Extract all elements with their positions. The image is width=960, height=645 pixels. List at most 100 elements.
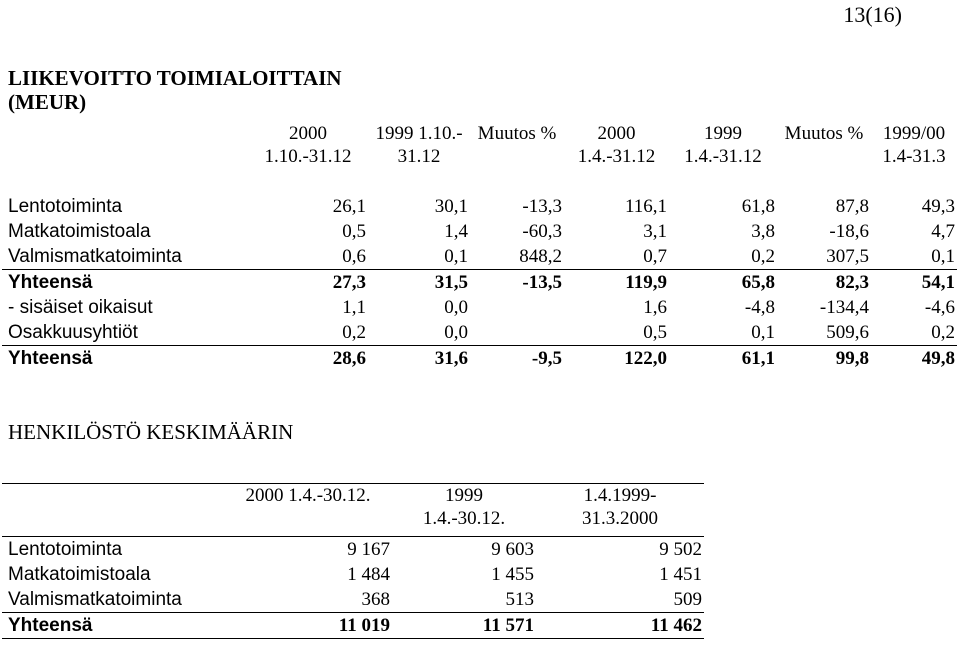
header-cell: 1999 1.4.-31.12 bbox=[684, 123, 762, 167]
value-cell: 9 502 bbox=[536, 536, 704, 562]
table-row: Matkatoimistoala 1 484 1 455 1 451 bbox=[2, 562, 704, 587]
value-cell bbox=[470, 320, 564, 346]
header-cell: 2000 1.4.-30.12. bbox=[224, 483, 392, 537]
value-cell: 26,1 bbox=[332, 196, 366, 217]
personnel-table: 2000 1.4.-30.12. 1999 1.4.-30.12. 1.4.19… bbox=[2, 483, 704, 639]
value-cell: 82,3 bbox=[777, 269, 871, 295]
value-cell: 11 571 bbox=[392, 612, 536, 639]
value-cell: 0,5 bbox=[643, 322, 667, 343]
header-cell: Muutos % bbox=[477, 123, 557, 144]
value-cell: 49,8 bbox=[871, 345, 957, 371]
table-header-row: 2000 1.10.-31.12 1999 1.10.- 31.12 Muuto… bbox=[2, 122, 957, 194]
value-cell: 513 bbox=[505, 589, 535, 610]
value-cell: 65,8 bbox=[669, 269, 777, 295]
row-label: Valmismatkatoiminta bbox=[8, 246, 182, 267]
value-cell: 49,3 bbox=[921, 196, 955, 217]
value-cell: -134,4 bbox=[819, 297, 869, 318]
value-cell: 11 462 bbox=[536, 612, 704, 639]
value-cell: 1 451 bbox=[659, 564, 702, 585]
value-cell: 0,2 bbox=[342, 322, 366, 343]
value-cell: 3,1 bbox=[643, 221, 667, 242]
value-cell: 1,1 bbox=[342, 297, 366, 318]
value-cell: 122,0 bbox=[564, 345, 669, 371]
personnel-title: HENKILÖSTÖ KESKIMÄÄRIN bbox=[8, 420, 294, 444]
value-cell: 31,5 bbox=[368, 269, 470, 295]
header-cell: 2000 1.10.-31.12 bbox=[264, 123, 352, 167]
table-row: Yhteensä 28,6 31,6 -9,5 122,0 61,1 99,8 … bbox=[2, 345, 957, 371]
value-cell: -60,3 bbox=[522, 221, 562, 242]
header-cell: 1999/00 1.4-31.3 bbox=[882, 123, 946, 167]
value-cell: 1 455 bbox=[491, 564, 534, 585]
value-cell: 116,1 bbox=[624, 196, 667, 217]
value-cell: 3,8 bbox=[751, 221, 775, 242]
value-cell: 27,3 bbox=[220, 269, 368, 295]
row-label: Yhteensä bbox=[2, 612, 224, 639]
value-cell: 307,5 bbox=[826, 246, 869, 267]
value-cell: 119,9 bbox=[564, 269, 669, 295]
value-cell: -13,5 bbox=[470, 269, 564, 295]
value-cell: 9 603 bbox=[392, 536, 536, 562]
value-cell: 509 bbox=[673, 589, 703, 610]
row-label: Yhteensä bbox=[2, 345, 220, 371]
row-label: Matkatoimistoala bbox=[8, 564, 151, 585]
value-cell: 0,0 bbox=[444, 322, 468, 343]
value-cell: 0,2 bbox=[751, 246, 775, 267]
value-cell: 28,6 bbox=[220, 345, 368, 371]
row-label: - sisäiset oikaisut bbox=[8, 297, 153, 318]
header-cell: 1.4.1999- 31.3.2000 bbox=[536, 483, 704, 537]
table-row: Lentotoiminta 26,1 30,1 -13,3 116,1 61,8… bbox=[2, 194, 957, 219]
value-cell: -13,3 bbox=[522, 196, 562, 217]
value-cell: -4,8 bbox=[744, 297, 775, 318]
table-row: Yhteensä 11 019 11 571 11 462 bbox=[2, 612, 704, 639]
value-cell: 11 019 bbox=[224, 612, 392, 639]
row-label: Matkatoimistoala bbox=[8, 221, 151, 242]
header-cell: 1999 1.10.- 31.12 bbox=[375, 123, 463, 167]
header-cell: 2000 1.4.-31.12 bbox=[577, 123, 656, 167]
value-cell: 1,4 bbox=[444, 221, 468, 242]
operating-profit-table: 2000 1.10.-31.12 1999 1.10.- 31.12 Muuto… bbox=[2, 122, 957, 371]
value-cell: 54,1 bbox=[871, 269, 957, 295]
value-cell: 87,8 bbox=[835, 196, 869, 217]
value-cell: 848,2 bbox=[519, 246, 562, 267]
table-row: Yhteensä 27,3 31,5 -13,5 119,9 65,8 82,3… bbox=[2, 269, 957, 295]
value-cell: 368 bbox=[361, 589, 391, 610]
header-cell: 1999 1.4.-30.12. bbox=[392, 483, 536, 537]
value-cell: -18,6 bbox=[829, 221, 869, 242]
value-cell: -9,5 bbox=[470, 345, 564, 371]
value-cell: 4,7 bbox=[931, 221, 955, 242]
value-cell: 99,8 bbox=[777, 345, 871, 371]
value-cell: 0,0 bbox=[444, 297, 468, 318]
table-row: Valmismatkatoiminta 0,6 0,1 848,2 0,7 0,… bbox=[2, 244, 957, 270]
table-row: Osakkuusyhtiöt 0,2 0,0 0,5 0,1 509,6 0,2 bbox=[2, 320, 957, 346]
value-cell: 0,2 bbox=[931, 322, 955, 343]
value-cell: 30,1 bbox=[434, 196, 468, 217]
value-cell: 0,1 bbox=[931, 246, 955, 267]
row-label: Osakkuusyhtiöt bbox=[8, 322, 138, 343]
table-header-row: 2000 1.4.-30.12. 1999 1.4.-30.12. 1.4.19… bbox=[2, 483, 704, 537]
table-row: - sisäiset oikaisut 1,1 0,0 1,6 -4,8 -13… bbox=[2, 295, 957, 320]
value-cell: 0,7 bbox=[643, 246, 667, 267]
page-number: 13(16) bbox=[843, 2, 902, 27]
value-cell: 0,1 bbox=[444, 246, 468, 267]
value-cell: 61,8 bbox=[741, 196, 775, 217]
value-cell bbox=[470, 295, 564, 320]
value-cell: 0,5 bbox=[342, 221, 366, 242]
value-cell: 1 484 bbox=[347, 564, 390, 585]
table-row: Lentotoiminta 9 167 9 603 9 502 bbox=[2, 536, 704, 562]
value-cell: 0,1 bbox=[751, 322, 775, 343]
header-cell bbox=[2, 122, 220, 194]
row-label: Lentotoiminta bbox=[8, 196, 123, 217]
value-cell: 61,1 bbox=[669, 345, 777, 371]
value-cell: 1,6 bbox=[643, 297, 667, 318]
table-row: Valmismatkatoiminta 368 513 509 bbox=[2, 587, 704, 613]
row-label: Yhteensä bbox=[2, 269, 220, 295]
header-cell bbox=[2, 483, 224, 537]
table-row: Matkatoimistoala 0,5 1,4 -60,3 3,1 3,8 -… bbox=[2, 219, 957, 244]
operating-profit-title: LIIKEVOITTO TOIMIALOITTAIN (MEUR) bbox=[8, 66, 342, 114]
value-cell: 31,6 bbox=[368, 345, 470, 371]
value-cell: 9 167 bbox=[224, 536, 392, 562]
row-label: Valmismatkatoiminta bbox=[8, 589, 182, 610]
value-cell: 0,6 bbox=[342, 246, 366, 267]
row-label: Lentotoiminta bbox=[2, 536, 224, 562]
header-cell: Muutos % bbox=[784, 123, 864, 144]
